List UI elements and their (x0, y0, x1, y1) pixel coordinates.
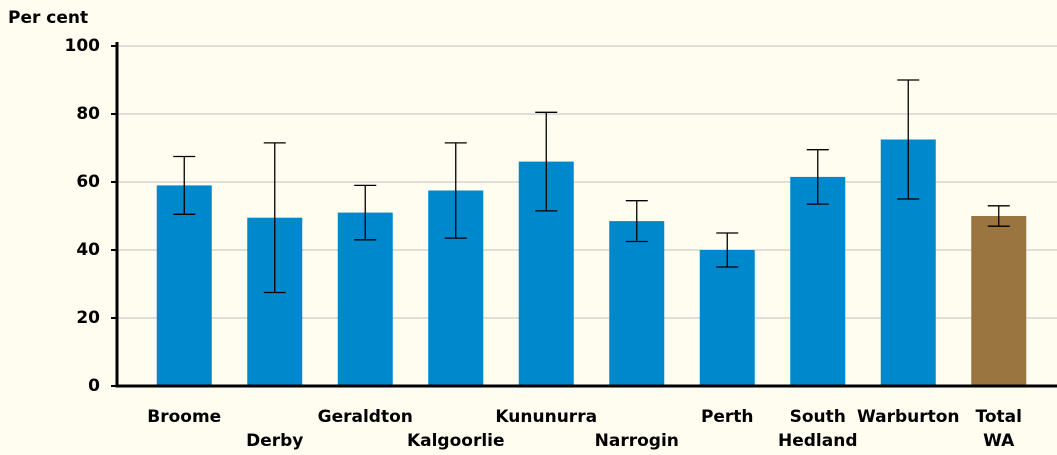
x-tick-label: South (790, 407, 846, 427)
x-tick-label: Perth (701, 407, 754, 427)
bar (790, 176, 846, 386)
y-tick-label: 80 (76, 104, 100, 124)
x-tick-label: WA (983, 431, 1015, 451)
x-tick-label: Derby (246, 431, 303, 451)
x-tick-label: Kalgoorlie (407, 431, 505, 451)
y-axis-label: Per cent (8, 8, 88, 28)
y-tick-label: 60 (76, 172, 100, 192)
bar (156, 185, 212, 386)
x-tick-label: Hedland (778, 431, 858, 451)
x-tick-label: Kununurra (495, 407, 597, 427)
bar (971, 216, 1027, 386)
bar (609, 221, 665, 386)
x-tick-label: Broome (147, 407, 221, 427)
bar (337, 212, 393, 386)
y-tick-label: 20 (76, 308, 100, 328)
y-tick-label: 100 (65, 36, 101, 56)
x-tick-label: Geraldton (318, 407, 413, 427)
x-tick-label: Narrogin (595, 431, 679, 451)
bar (699, 250, 755, 386)
x-tick-label: Warburton (857, 407, 960, 427)
y-tick-label: 0 (88, 376, 100, 396)
x-tick-label: Total (976, 407, 1022, 427)
y-tick-label: 40 (76, 240, 100, 260)
